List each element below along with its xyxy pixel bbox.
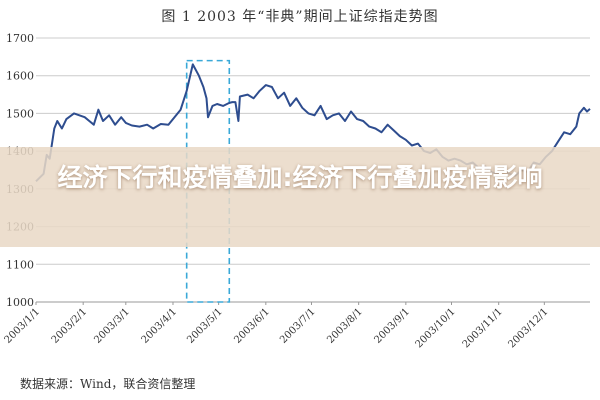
- x-tick-label: 2003/10/1: [414, 306, 458, 350]
- x-tick-label: 2003/1/1: [3, 306, 43, 346]
- x-tick-label: 2003/8/1: [325, 306, 365, 346]
- x-tick-label: 2003/2/1: [50, 306, 90, 346]
- x-tick-label: 2003/5/1: [185, 306, 225, 346]
- y-tick-label: 1700: [6, 32, 34, 45]
- title-banner: [0, 147, 600, 247]
- data-source-note: 数据来源：Wind，联合资信整理: [20, 377, 196, 391]
- y-tick-label: 1100: [6, 258, 34, 271]
- chart-title: 图 1 2003 年“非典”期间上证综指走势图: [161, 9, 439, 25]
- x-axis: 2003/1/1 2003/2/1 2003/3/1 2003/4/1 2003/5/1…: [3, 301, 590, 350]
- y-tick-label: 1500: [6, 107, 34, 120]
- x-tick-label: 2003/12/1: [506, 306, 550, 350]
- banner-headline: 经济下行和疫情叠加:经济下行叠加疫情影响: [57, 163, 543, 192]
- x-tick-label: 2003/11/1: [461, 306, 505, 350]
- x-tick-label: 2003/4/1: [140, 306, 180, 346]
- x-tick-label: 2003/6/1: [232, 306, 272, 346]
- y-tick-label: 1000: [6, 296, 34, 309]
- x-tick-label: 2003/3/1: [92, 306, 132, 346]
- x-tick-label: 2003/7/1: [278, 306, 318, 346]
- x-tick-label: 2003/9/1: [372, 306, 412, 346]
- y-tick-label: 1600: [6, 70, 34, 83]
